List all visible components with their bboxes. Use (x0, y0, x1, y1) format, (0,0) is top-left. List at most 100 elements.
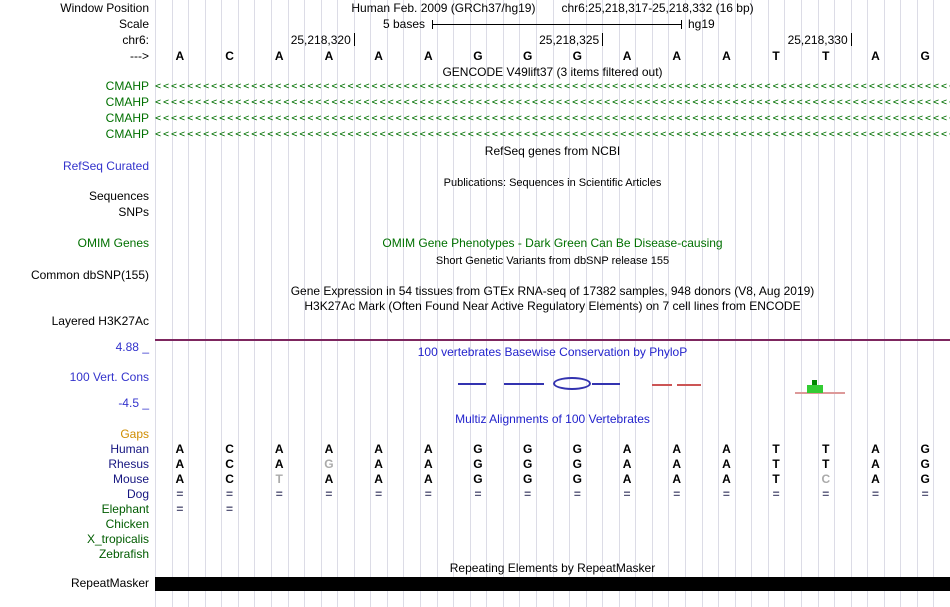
grid-line (751, 0, 753, 607)
gene-intron-line[interactable]: <<<<<<<<<<<<<<<<<<<<<<<<<<<<<<<<<<<<<<<<… (155, 81, 950, 92)
grid-line (453, 0, 455, 607)
gene-label[interactable]: CMAHP (105, 127, 149, 141)
base-letter: A (274, 49, 284, 63)
alignment-base: = (226, 502, 234, 516)
species-label[interactable]: Elephant (101, 502, 149, 516)
alignment-base: A (423, 442, 433, 456)
species-label[interactable]: Mouse (112, 472, 149, 486)
phylop-mark (795, 392, 845, 394)
strand-label: ---> (130, 49, 149, 63)
chromosome-label: chr6: (122, 33, 149, 47)
alignment-base: G (324, 457, 334, 471)
alignment-base: G (572, 472, 583, 486)
base-letter: G (473, 49, 483, 63)
alignment-base: G (572, 442, 583, 456)
alignment-base: A (871, 442, 880, 456)
species-label[interactable]: X_tropicalis (86, 532, 149, 546)
phylop-track-label[interactable]: 100 Vert. Cons (69, 370, 149, 384)
alignment-base: G (473, 442, 483, 456)
alignment-base: A (423, 457, 433, 471)
species-label[interactable]: Rhesus (108, 457, 149, 471)
grid-line (420, 0, 421, 607)
grid-line (618, 0, 620, 607)
repeatmasker-track-label[interactable]: RepeatMasker (70, 576, 149, 590)
publications-track-title[interactable]: Publications: Sequences in Scientific Ar… (443, 177, 662, 189)
phylop-mark (807, 385, 823, 393)
alignment-base: A (324, 442, 334, 456)
grid-line (800, 0, 802, 607)
h3k27ac-track-title[interactable]: H3K27Ac Mark (Often Found Near Active Re… (304, 299, 801, 313)
base-letter: A (871, 49, 880, 63)
refseq-track-title[interactable]: RefSeq genes from NCBI (484, 144, 621, 158)
grid-line (883, 0, 885, 607)
grid-line (237, 0, 239, 607)
scale-genome: hg19 (688, 17, 715, 31)
ruler-coordinate: 25,218,320 (290, 33, 351, 47)
h3k27ac-track-label[interactable]: Layered H3K27Ac (51, 314, 149, 328)
alignment-base: T (822, 457, 830, 471)
gene-label[interactable]: CMAHP (105, 79, 149, 93)
phylop-mark (677, 384, 701, 386)
dbsnp-track-title[interactable]: Short Genetic Variants from dbSNP releas… (435, 255, 670, 267)
sequences-track-label[interactable]: Sequences (88, 189, 149, 203)
grid-line (916, 0, 918, 607)
species-label[interactable]: Human (110, 442, 149, 456)
scale-bar-line (433, 24, 681, 25)
grid-line (651, 0, 653, 607)
h3k27ac-baseline[interactable] (155, 339, 950, 341)
grid-line (287, 0, 289, 607)
gene-intron-line[interactable]: <<<<<<<<<<<<<<<<<<<<<<<<<<<<<<<<<<<<<<<<… (155, 113, 950, 124)
grid-line (304, 0, 306, 607)
phylop-min-label: -4.5 _ (118, 396, 149, 410)
repeatmasker-feature[interactable] (155, 577, 950, 591)
scale-text: 5 bases (382, 17, 425, 31)
alignment-base: = (623, 487, 631, 501)
base-letter: A (423, 49, 433, 63)
grid-line (817, 0, 819, 607)
dbsnp-track-label[interactable]: Common dbSNP(155) (30, 268, 149, 282)
assembly-name: Human Feb. 2009 (GRCh37/hg19) (351, 1, 536, 15)
alignment-base: G (920, 442, 930, 456)
grid-line (834, 0, 836, 607)
gencode-track-title[interactable]: GENCODE V49lift37 (3 items filtered out) (442, 65, 663, 79)
grid-line (784, 0, 786, 607)
alignment-base: G (920, 472, 930, 486)
grid-line (718, 0, 720, 607)
grid-line (535, 0, 537, 607)
species-label[interactable]: Gaps (120, 427, 149, 441)
repeatmasker-track-title[interactable]: Repeating Elements by RepeatMasker (449, 561, 656, 575)
alignment-base: = (176, 487, 184, 501)
alignment-base: A (622, 457, 632, 471)
gtex-track-title[interactable]: Gene Expression in 54 tissues from GTEx … (290, 284, 815, 298)
alignment-base: A (672, 457, 682, 471)
grid-line (270, 0, 272, 607)
species-label[interactable]: Dog (126, 487, 149, 501)
window-position-label: Window Position (60, 1, 149, 15)
grid-line (171, 0, 173, 607)
alignment-base: = (275, 487, 283, 501)
gene-label[interactable]: CMAHP (105, 95, 149, 109)
snps-track-label[interactable]: SNPs (118, 205, 149, 219)
refseq-track-label[interactable]: RefSeq Curated (62, 159, 149, 173)
base-letter: A (672, 49, 682, 63)
phylop-mark (652, 384, 672, 386)
species-label[interactable]: Zebrafish (98, 547, 149, 561)
grid-line (469, 0, 471, 607)
species-label[interactable]: Chicken (105, 517, 149, 531)
base-letter: A (175, 49, 185, 63)
multiz-track-title[interactable]: Multiz Alignments of 100 Vertebrates (455, 412, 650, 426)
omim-track-label[interactable]: OMIM Genes (77, 236, 149, 250)
alignment-base: G (522, 472, 533, 486)
grid-line (767, 0, 769, 607)
alignment-base: C (225, 442, 234, 456)
gene-intron-line[interactable]: <<<<<<<<<<<<<<<<<<<<<<<<<<<<<<<<<<<<<<<<… (155, 97, 950, 108)
alignment-base: = (673, 487, 681, 501)
phylop-track-title[interactable]: 100 vertebrates Basewise Conservation by… (417, 345, 688, 359)
grid-line (502, 0, 504, 607)
alignment-base: A (672, 442, 682, 456)
grid-line (221, 0, 223, 607)
omim-track-title[interactable]: OMIM Gene Phenotypes - Dark Green Can Be… (382, 236, 723, 250)
gene-intron-line[interactable]: <<<<<<<<<<<<<<<<<<<<<<<<<<<<<<<<<<<<<<<<… (155, 129, 950, 140)
grid-line (188, 0, 190, 607)
gene-label[interactable]: CMAHP (105, 111, 149, 125)
